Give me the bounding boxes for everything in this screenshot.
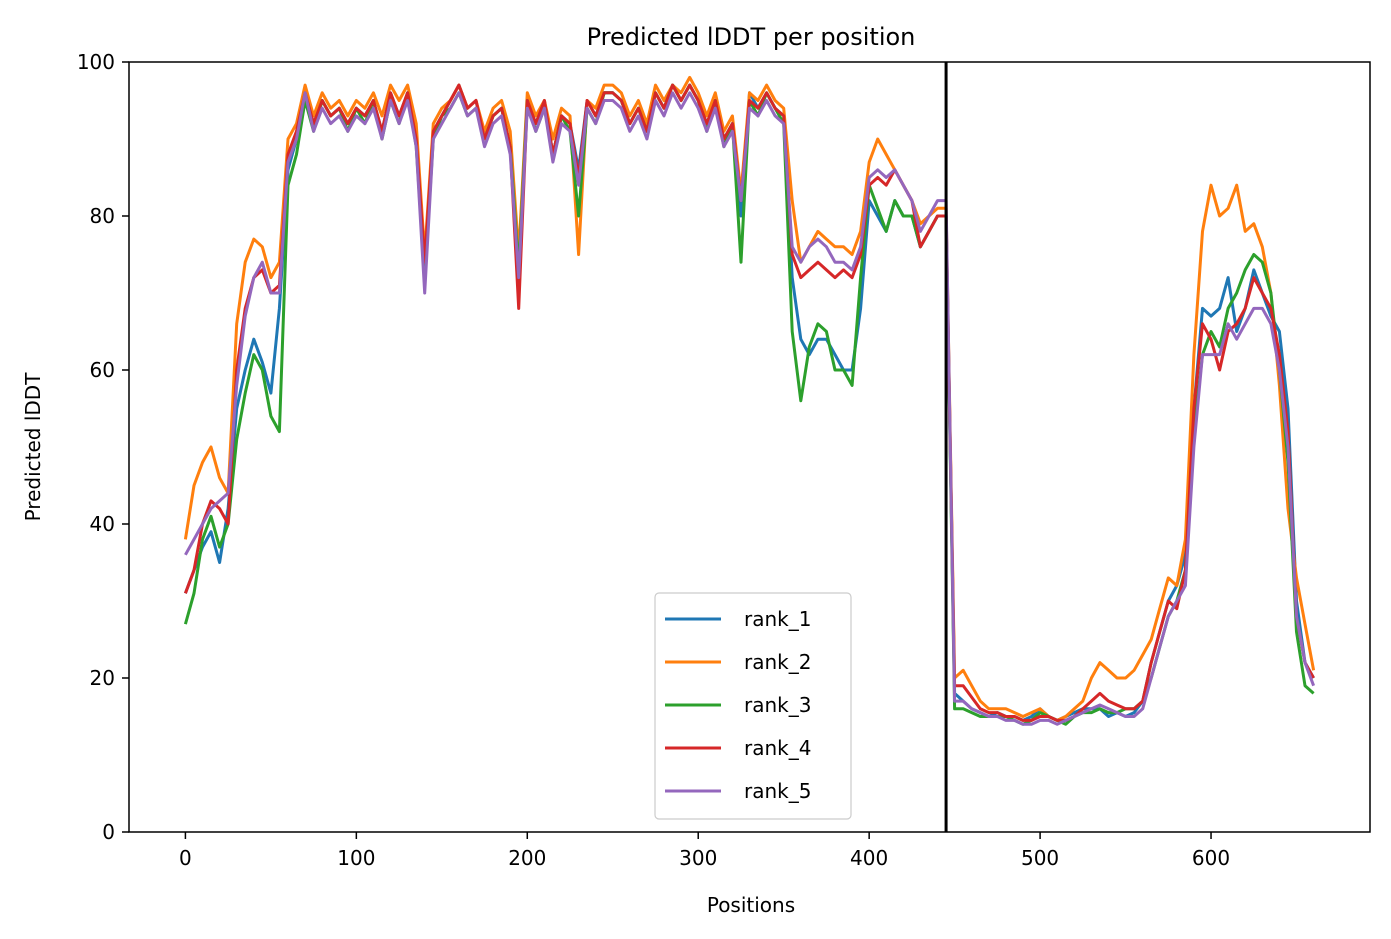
legend-box bbox=[654, 592, 852, 820]
x-tick-label: 0 bbox=[179, 846, 192, 870]
x-tick-label: 400 bbox=[850, 846, 888, 870]
y-tick-label: 100 bbox=[77, 50, 115, 74]
x-axis-title: Positions bbox=[707, 893, 795, 917]
legend-label-rank_2: rank_2 bbox=[744, 650, 811, 674]
y-tick-label: 20 bbox=[90, 666, 115, 690]
y-tick-label: 0 bbox=[102, 820, 115, 844]
y-axis-title: Predicted lDDT bbox=[21, 372, 45, 522]
plot-area-frame bbox=[128, 61, 1371, 833]
x-axis-ticks: 0 100 200 300 400 500 600 bbox=[179, 832, 1230, 870]
y-tick-label: 60 bbox=[90, 358, 115, 382]
series-line-rank_5 bbox=[184, 91, 1316, 726]
chart-title: Predicted lDDT per position bbox=[587, 23, 916, 51]
legend-label-rank_4: rank_4 bbox=[744, 736, 811, 760]
legend-label-rank_5: rank_5 bbox=[744, 779, 811, 803]
y-axis-ticks: 0 20 40 60 80 100 bbox=[77, 50, 129, 844]
y-tick-label: 40 bbox=[90, 512, 115, 536]
series-line-rank_4 bbox=[183, 83, 1315, 722]
series-layer bbox=[183, 75, 1316, 726]
x-tick-label: 600 bbox=[1192, 846, 1230, 870]
x-tick-label: 300 bbox=[679, 846, 717, 870]
legend-label-rank_3: rank_3 bbox=[744, 693, 811, 717]
series-line-rank_2 bbox=[183, 75, 1316, 722]
legend-label-rank_1: rank_1 bbox=[744, 607, 811, 631]
legend-items: rank_1 rank_2 rank_3 rank_4 rank_5 bbox=[665, 607, 811, 803]
x-tick-label: 100 bbox=[337, 846, 375, 870]
x-tick-label: 500 bbox=[1021, 846, 1059, 870]
y-tick-label: 80 bbox=[90, 204, 115, 228]
legend: rank_1 rank_2 rank_3 rank_4 rank_5 bbox=[654, 592, 852, 820]
x-tick-label: 200 bbox=[508, 846, 546, 870]
